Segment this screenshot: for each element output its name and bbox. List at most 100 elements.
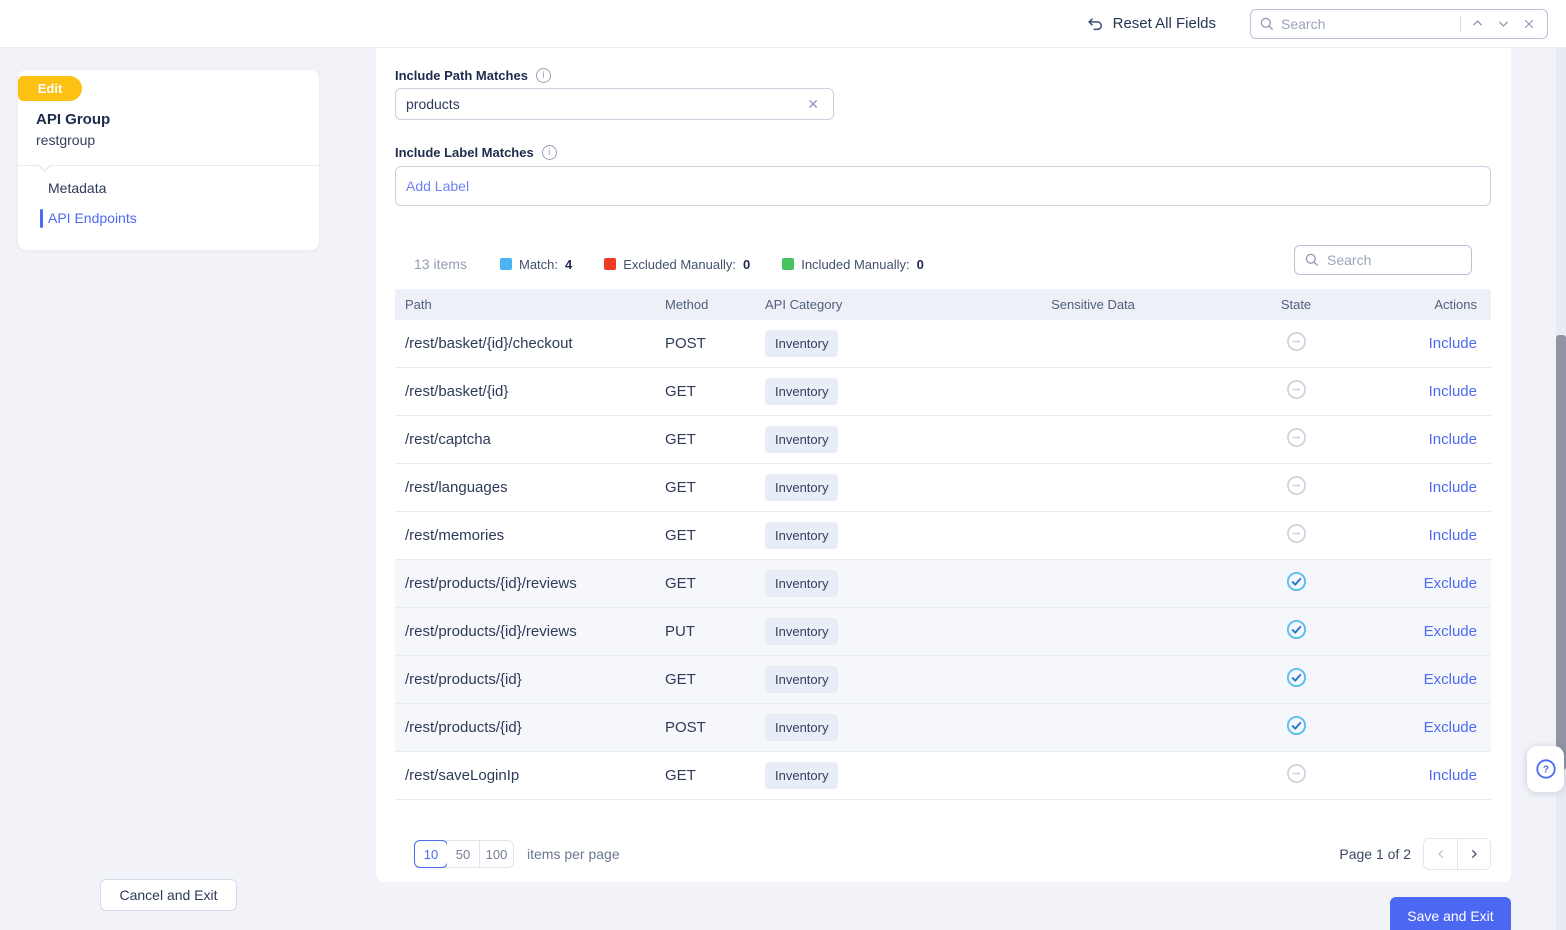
- excluded-state-icon: [1286, 428, 1306, 447]
- actions-cell: Include: [1361, 335, 1491, 352]
- close-icon: [1524, 19, 1534, 28]
- state-icon: [1286, 475, 1307, 496]
- edit-badge: Edit: [18, 76, 82, 101]
- actions-cell: Include: [1361, 479, 1491, 496]
- search-divider: [1460, 15, 1461, 32]
- actions-cell: Include: [1361, 431, 1491, 448]
- row-action-link[interactable]: Include: [1428, 527, 1477, 544]
- api-category-cell: Inventory: [755, 666, 955, 693]
- global-search-input[interactable]: [1281, 15, 1454, 32]
- api-category-cell: Inventory: [755, 714, 955, 741]
- help-button[interactable]: ?: [1527, 746, 1564, 792]
- row-action-link[interactable]: Include: [1428, 767, 1477, 784]
- endpoint-method: GET: [665, 383, 696, 400]
- state-icon: [1286, 667, 1307, 688]
- column-path: Path: [405, 297, 432, 312]
- matched-state-icon: [1286, 715, 1306, 736]
- match-color-swatch: [500, 258, 512, 270]
- add-label-input[interactable]: [406, 178, 1480, 194]
- state-icon: [1286, 619, 1307, 640]
- row-action-link[interactable]: Exclude: [1423, 575, 1477, 592]
- table-row: /rest/captcha GET Inventory Include: [395, 416, 1491, 464]
- endpoint-path: /rest/basket/{id}/checkout: [405, 335, 573, 352]
- help-icon: ?: [1535, 759, 1556, 779]
- api-endpoints-panel: Include Path Matches i ✕ Include Label M…: [376, 48, 1511, 882]
- search-next-button[interactable]: [1493, 14, 1513, 34]
- endpoint-path: /rest/basket/{id}: [405, 383, 509, 400]
- legend-included-label: Included Manually:: [801, 256, 910, 272]
- state-icon: [1286, 763, 1307, 784]
- actions-cell: Include: [1361, 767, 1491, 784]
- table-summary-row: 13 items Match: 4 Excluded Manually: 0 I…: [395, 245, 1491, 280]
- include-label-matches-label: Include Label Matches: [395, 145, 534, 160]
- row-action-link[interactable]: Exclude: [1423, 623, 1477, 640]
- sidebar-item-api-endpoints[interactable]: API Endpoints: [48, 210, 137, 226]
- row-action-link[interactable]: Include: [1428, 431, 1477, 448]
- endpoint-method: GET: [665, 767, 696, 784]
- endpoint-method: GET: [665, 479, 696, 496]
- table-row: /rest/products/{id}/reviews PUT Inventor…: [395, 608, 1491, 656]
- include-path-matches-label: Include Path Matches: [395, 68, 528, 83]
- table-row: /rest/products/{id} GET Inventory Exclud…: [395, 656, 1491, 704]
- table-row: /rest/products/{id} POST Inventory Exclu…: [395, 704, 1491, 752]
- legend-excluded-manually: Excluded Manually: 0: [604, 257, 750, 272]
- include-path-matches-input[interactable]: [406, 96, 804, 112]
- next-page-button[interactable]: [1457, 839, 1490, 869]
- row-action-link[interactable]: Include: [1428, 479, 1477, 496]
- include-path-matches-field: ✕: [395, 88, 834, 120]
- page-size-100[interactable]: 100: [480, 841, 513, 867]
- legend-included-manually: Included Manually: 0: [782, 257, 924, 272]
- row-action-link[interactable]: Include: [1428, 335, 1477, 352]
- scrollbar-thumb[interactable]: [1556, 335, 1566, 770]
- sidebar-item-metadata[interactable]: Metadata: [48, 180, 107, 196]
- search-close-button[interactable]: [1519, 14, 1539, 34]
- clear-path-match-icon[interactable]: ✕: [807, 95, 819, 112]
- include-label-matches-field: [395, 166, 1491, 206]
- api-category-badge: Inventory: [765, 714, 839, 741]
- state-icon: [1286, 427, 1307, 448]
- cancel-and-exit-button[interactable]: Cancel and Exit: [100, 879, 237, 911]
- search-prev-button[interactable]: [1467, 14, 1487, 34]
- matched-state-icon: [1286, 619, 1306, 640]
- excluded-state-icon: [1286, 764, 1306, 783]
- page-indicator: Page 1 of 2: [1339, 846, 1411, 862]
- page-size-10[interactable]: 10: [414, 840, 448, 868]
- included-color-swatch: [782, 258, 795, 270]
- actions-cell: Include: [1361, 527, 1491, 544]
- page-nav-group: [1423, 838, 1491, 870]
- table-search-input[interactable]: [1327, 252, 1462, 268]
- endpoint-path: /rest/products/{id}/reviews: [405, 623, 577, 640]
- legend-excluded-label: Excluded Manually:: [623, 256, 736, 272]
- table-row: /rest/products/{id}/reviews GET Inventor…: [395, 560, 1491, 608]
- row-action-link[interactable]: Exclude: [1423, 719, 1477, 736]
- column-actions: Actions: [1434, 297, 1477, 312]
- reset-icon: [1088, 17, 1102, 30]
- row-action-link[interactable]: Exclude: [1423, 671, 1477, 688]
- api-category-badge: Inventory: [765, 330, 839, 357]
- state-icon: [1286, 571, 1307, 592]
- info-icon[interactable]: i: [541, 145, 557, 160]
- state-cell: [1231, 667, 1361, 692]
- excluded-color-swatch: [604, 258, 617, 270]
- endpoint-path: /rest/captcha: [405, 431, 491, 448]
- actions-cell: Exclude: [1361, 671, 1491, 688]
- previous-page-button[interactable]: [1424, 839, 1457, 869]
- state-cell: [1231, 763, 1361, 788]
- save-and-exit-button[interactable]: Save and Exit: [1390, 897, 1511, 930]
- api-category-badge: Inventory: [765, 474, 839, 501]
- endpoint-method: GET: [665, 431, 696, 448]
- info-icon[interactable]: i: [535, 68, 551, 83]
- state-icon: [1286, 331, 1307, 352]
- reset-all-fields-button[interactable]: Reset All Fields: [1085, 14, 1216, 34]
- state-icon: [1286, 715, 1307, 736]
- endpoint-path: /rest/products/{id}: [405, 719, 522, 736]
- table-header: Path Method API Category Sensitive Data …: [395, 289, 1491, 320]
- endpoint-method: GET: [665, 671, 696, 688]
- state-cell: [1231, 715, 1361, 740]
- matched-state-icon: [1286, 571, 1306, 592]
- legend-match: Match: 4: [500, 257, 572, 272]
- table-row: /rest/memories GET Inventory Include: [395, 512, 1491, 560]
- page-size-50[interactable]: 50: [447, 841, 480, 867]
- excluded-state-icon: [1286, 380, 1306, 399]
- row-action-link[interactable]: Include: [1428, 383, 1477, 400]
